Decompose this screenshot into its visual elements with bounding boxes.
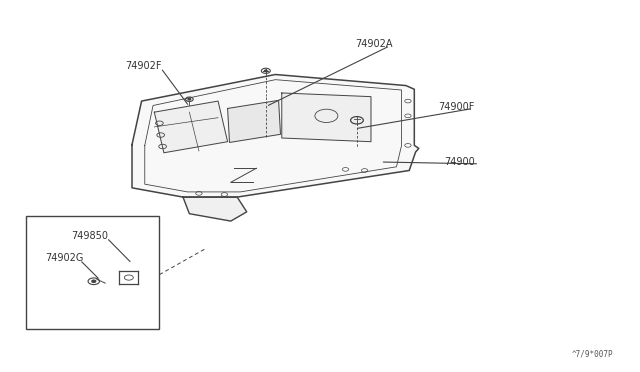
Text: 749850: 749850	[72, 231, 109, 241]
Bar	[26, 216, 159, 329]
Polygon shape	[183, 197, 246, 221]
Polygon shape	[228, 100, 280, 142]
Polygon shape	[132, 74, 419, 197]
Text: 74902G: 74902G	[45, 253, 83, 263]
Polygon shape	[282, 93, 371, 142]
Text: 74902F: 74902F	[125, 61, 162, 71]
Text: 74900F: 74900F	[438, 102, 474, 112]
Polygon shape	[154, 101, 228, 153]
Circle shape	[92, 280, 96, 282]
Text: 74902A: 74902A	[355, 39, 392, 49]
Circle shape	[264, 70, 267, 71]
Text: 74900: 74900	[444, 157, 475, 167]
Text: ^7/9*007P: ^7/9*007P	[572, 350, 613, 359]
Circle shape	[188, 99, 191, 100]
